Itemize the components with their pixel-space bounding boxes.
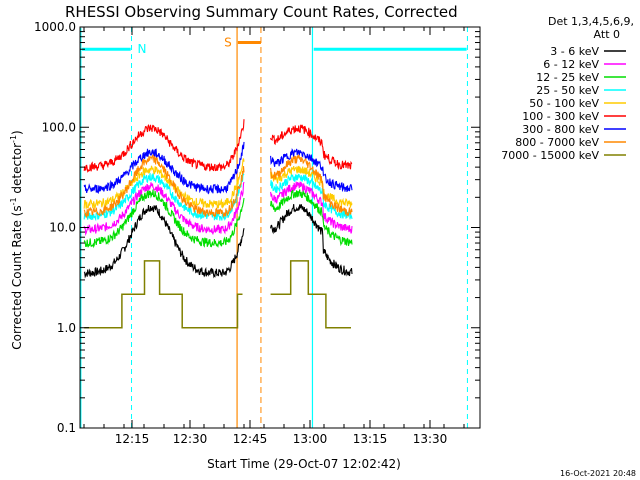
legend-label-1: 3 - 6 keV bbox=[550, 45, 599, 58]
x-axis: 12:15 12:30 12:45 13:00 13:15 13:30 bbox=[83, 27, 465, 446]
series-line-3-seg-2 bbox=[270, 189, 353, 247]
series-line-3-seg-1 bbox=[83, 189, 245, 249]
legend-header-2: Att 0 bbox=[594, 28, 620, 41]
saa-label: S bbox=[224, 36, 232, 50]
legend-label-6: 100 - 300 keV bbox=[522, 110, 599, 123]
x-tick-label: 13:30 bbox=[413, 432, 448, 446]
y-axis-label-sup-2: -1 bbox=[9, 135, 18, 143]
legend-header-1: Det 1,3,4,5,6,9, bbox=[548, 15, 634, 28]
legend-label-7: 300 - 800 keV bbox=[522, 123, 599, 136]
series-line-7-seg-1 bbox=[83, 141, 245, 195]
series-line-9-seg-1 bbox=[84, 260, 243, 329]
series-line-7-seg-2 bbox=[270, 148, 353, 193]
x-tick-label: 12:45 bbox=[233, 432, 268, 446]
x-tick-label: 13:00 bbox=[293, 432, 328, 446]
series-line-1-seg-1 bbox=[83, 205, 245, 279]
legend-label-5: 50 - 100 keV bbox=[529, 97, 599, 110]
y-axis-label-close: ) bbox=[10, 130, 24, 135]
y-tick-label: 1000.0 bbox=[34, 20, 76, 34]
series-line-8-seg-1 bbox=[83, 153, 245, 219]
legend-label-4: 25 - 50 keV bbox=[536, 84, 599, 97]
legend-label-3: 12 - 25 keV bbox=[536, 71, 599, 84]
series-line-2-seg-1 bbox=[83, 181, 245, 237]
x-axis-label: Start Time (29-Oct-07 12:02:42) bbox=[207, 457, 401, 471]
timestamp: 16-Oct-2021 20:48 bbox=[560, 469, 636, 478]
legend-label-2: 6 - 12 keV bbox=[543, 58, 599, 71]
series-line-8-seg-2 bbox=[270, 154, 353, 217]
series-line-9-seg-2 bbox=[270, 260, 351, 329]
legend-label-9: 7000 - 15000 keV bbox=[501, 149, 599, 162]
series-line-6-seg-2 bbox=[270, 124, 353, 171]
x-tick-label: 12:15 bbox=[115, 432, 150, 446]
y-tick-label: 0.1 bbox=[57, 421, 76, 435]
y-tick-label: 1.0 bbox=[57, 321, 76, 335]
x-tick-label: 12:30 bbox=[173, 432, 208, 446]
night-label: N bbox=[138, 42, 147, 56]
y-axis-label-sup: -1 bbox=[9, 197, 18, 205]
series-line-1-seg-2 bbox=[270, 204, 353, 277]
legend-label-8: 800 - 7000 keV bbox=[515, 136, 599, 149]
y-tick-label: 10.0 bbox=[49, 221, 76, 235]
series-line-5-seg-1 bbox=[83, 158, 245, 210]
y-axis-label: Corrected Count Rate (s-1 detector-1) bbox=[9, 130, 24, 349]
y-tick-label: 100.0 bbox=[42, 120, 76, 134]
series-line-2-seg-2 bbox=[270, 181, 353, 234]
series-line-4-seg-1 bbox=[83, 171, 245, 222]
series-line-6-seg-1 bbox=[83, 119, 245, 173]
y-axis: 0.1 1.0 10.0 100.0 1000.0 bbox=[34, 20, 480, 435]
x-tick-label: 13:15 bbox=[353, 432, 388, 446]
y-axis-label-suffix: detector bbox=[10, 143, 24, 198]
y-axis-label-prefix: Corrected Count Rate (s bbox=[10, 205, 24, 349]
series-line-4-seg-2 bbox=[270, 172, 353, 220]
chart-title: RHESSI Observing Summary Count Rates, Co… bbox=[65, 3, 458, 21]
